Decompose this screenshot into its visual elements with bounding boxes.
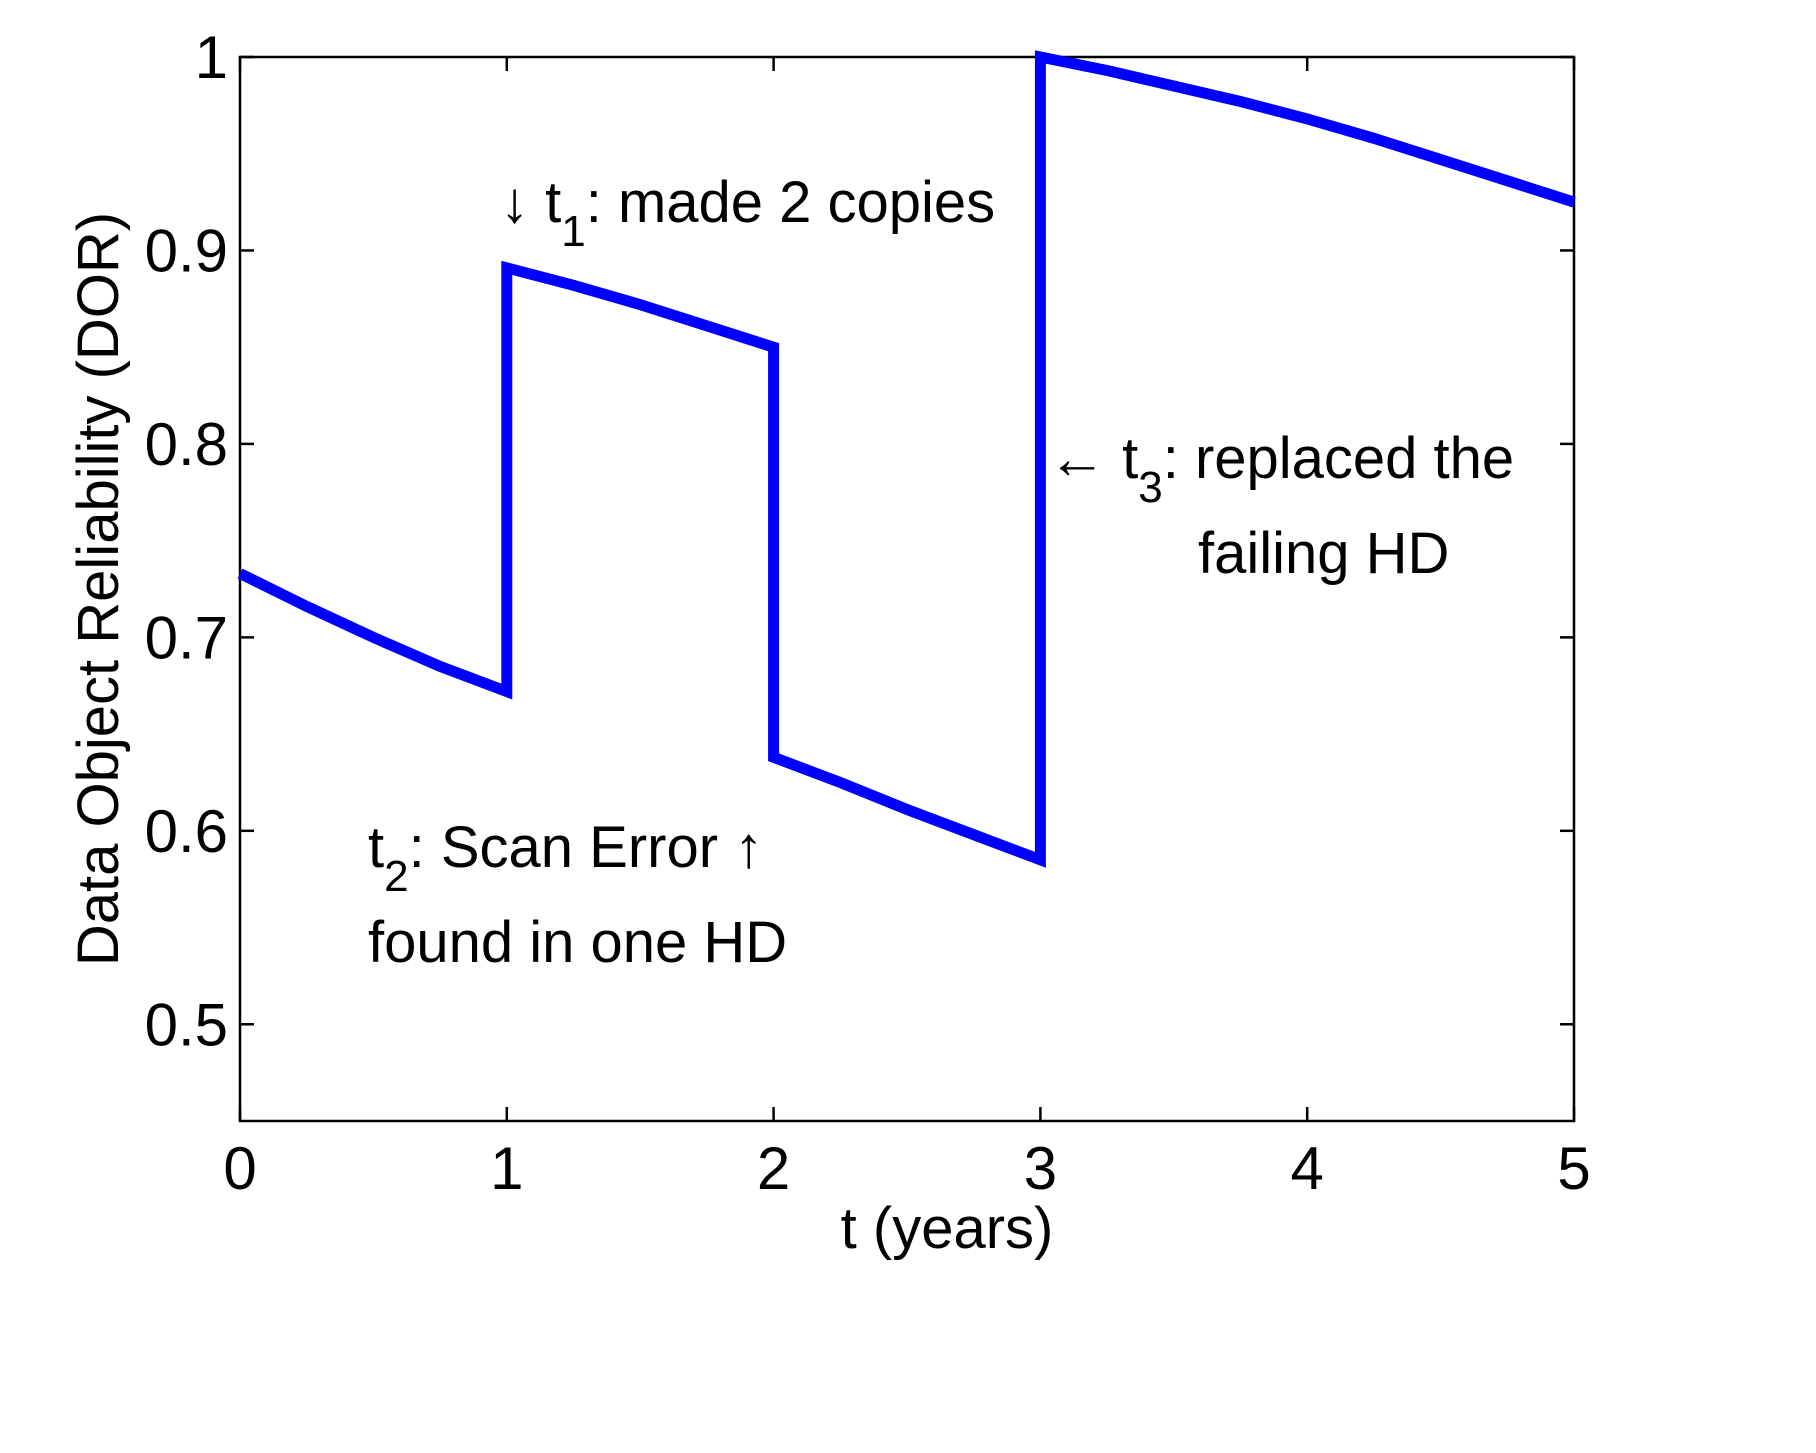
annotation-t2: t2: Scan Error ↑ [368, 815, 763, 901]
y-tick-label: 0.5 [145, 991, 228, 1058]
x-axis-label: t (years) [841, 1196, 1054, 1261]
annotation-t3-main: ← t [1048, 426, 1138, 491]
annotation-t3-rest: : replaced the [1163, 426, 1514, 491]
y-tick-label: 0.9 [145, 217, 228, 284]
tick-labels: 0 1 2 3 4 5 0.5 0.6 0.7 0.8 0.9 1 [145, 24, 1591, 1202]
y-tick-label: 0.6 [145, 798, 228, 865]
series-line [237, 50, 1576, 868]
y-tick-label: 0.8 [145, 411, 228, 478]
y-tick-label: 0.7 [145, 604, 228, 671]
axes-box [238, 55, 1576, 1123]
x-tick-label: 5 [1557, 1135, 1590, 1202]
y-tick-label: 1 [195, 24, 228, 91]
annotation-t3-line2: failing HD [1198, 521, 1449, 586]
annotation-t1: ↓ t1: made 2 copies [500, 170, 995, 256]
annotation-t2-main: t [368, 815, 384, 880]
annotation-t2-sub: 2 [384, 852, 408, 901]
x-tick-label: 0 [223, 1135, 256, 1202]
x-tick-label: 1 [490, 1135, 523, 1202]
x-tick-label: 4 [1291, 1135, 1324, 1202]
annotation-t1-sub: 1 [561, 207, 585, 256]
annotation-t3: ← t3: replaced the [1048, 426, 1514, 512]
x-tick-label: 3 [1024, 1135, 1057, 1202]
x-tick-label: 2 [757, 1135, 790, 1202]
ticks [238, 55, 1576, 1121]
annotation-t3-sub: 3 [1138, 463, 1162, 512]
annotation-t2-line2: found in one HD [368, 910, 787, 975]
y-axis-label: Data Object Reliability (DOR) [66, 212, 131, 966]
annotation-t2-rest: : Scan Error ↑ [409, 815, 764, 880]
plot-area [237, 50, 1576, 1123]
annotation-t1-rest: : made 2 copies [586, 170, 995, 235]
annotation-t1-main: ↓ t [500, 170, 561, 235]
